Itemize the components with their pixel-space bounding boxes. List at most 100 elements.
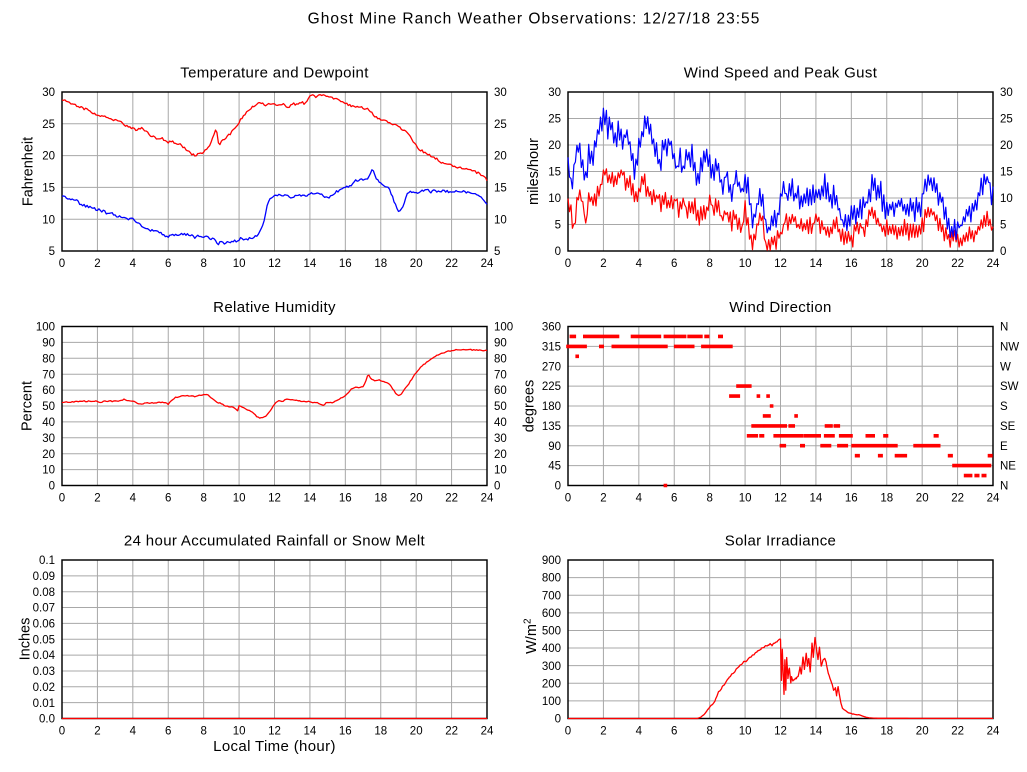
- svg-text:10: 10: [494, 465, 507, 477]
- svg-text:12: 12: [774, 493, 787, 505]
- svg-text:0: 0: [59, 493, 65, 505]
- svg-text:Wind Direction: Wind Direction: [729, 299, 831, 316]
- svg-text:2: 2: [94, 258, 100, 270]
- svg-text:10: 10: [739, 493, 752, 505]
- svg-text:18: 18: [374, 493, 387, 505]
- svg-text:24: 24: [987, 726, 1000, 738]
- svg-text:24 hour Accumulated Rainfall o: 24 hour Accumulated Rainfall or Snow Mel…: [124, 533, 426, 550]
- svg-text:4: 4: [636, 493, 643, 505]
- svg-text:0.05: 0.05: [33, 634, 55, 646]
- svg-text:10: 10: [739, 726, 752, 738]
- svg-text:270: 270: [542, 361, 561, 373]
- svg-text:6: 6: [671, 258, 677, 270]
- svg-text:6: 6: [165, 726, 171, 738]
- svg-text:5: 5: [1000, 220, 1006, 232]
- svg-text:18: 18: [374, 726, 387, 738]
- svg-text:6: 6: [165, 258, 171, 270]
- svg-text:12: 12: [268, 493, 281, 505]
- svg-text:20: 20: [494, 151, 507, 163]
- svg-text:Wind Speed and Peak Gust: Wind Speed and Peak Gust: [684, 65, 878, 82]
- svg-text:8: 8: [706, 726, 712, 738]
- svg-text:25: 25: [42, 119, 55, 131]
- svg-text:Relative Humidity: Relative Humidity: [213, 299, 336, 316]
- svg-text:90: 90: [548, 441, 561, 453]
- svg-text:15: 15: [494, 183, 507, 195]
- svg-text:60: 60: [42, 385, 55, 397]
- svg-text:30: 30: [494, 433, 507, 445]
- svg-text:700: 700: [542, 590, 561, 602]
- svg-text:20: 20: [410, 493, 423, 505]
- svg-text:4: 4: [636, 726, 643, 738]
- svg-text:8: 8: [200, 726, 206, 738]
- svg-text:4: 4: [636, 258, 643, 270]
- svg-text:0: 0: [565, 726, 571, 738]
- svg-text:Ghost Mine Ranch Weather Obser: Ghost Mine Ranch Weather Observations: 1…: [308, 11, 761, 28]
- svg-text:2: 2: [600, 258, 606, 270]
- svg-text:45: 45: [548, 461, 561, 473]
- svg-text:50: 50: [42, 401, 55, 413]
- svg-text:0.04: 0.04: [33, 650, 56, 662]
- svg-text:0.08: 0.08: [33, 587, 55, 599]
- svg-text:14: 14: [810, 493, 823, 505]
- svg-text:S: S: [1000, 401, 1008, 413]
- svg-text:8: 8: [706, 493, 712, 505]
- svg-text:W/m: W/m: [524, 624, 540, 654]
- svg-text:30: 30: [548, 87, 561, 99]
- svg-text:12: 12: [774, 258, 787, 270]
- svg-text:2: 2: [94, 493, 100, 505]
- svg-text:10: 10: [42, 214, 55, 226]
- svg-text:Inches: Inches: [18, 618, 34, 661]
- svg-text:20: 20: [1000, 140, 1013, 152]
- svg-text:70: 70: [494, 369, 507, 381]
- svg-text:0: 0: [494, 481, 500, 493]
- svg-text:15: 15: [548, 167, 561, 179]
- svg-text:24: 24: [987, 493, 1000, 505]
- svg-text:90: 90: [42, 338, 55, 350]
- svg-text:10: 10: [42, 465, 55, 477]
- svg-text:30: 30: [1000, 87, 1013, 99]
- svg-text:0: 0: [555, 246, 561, 258]
- svg-text:16: 16: [845, 258, 858, 270]
- svg-text:900: 900: [542, 555, 561, 567]
- svg-text:NE: NE: [1000, 461, 1016, 473]
- svg-text:300: 300: [542, 661, 561, 673]
- svg-text:15: 15: [42, 183, 55, 195]
- svg-text:12: 12: [268, 726, 281, 738]
- svg-text:0: 0: [49, 481, 55, 493]
- svg-text:16: 16: [339, 726, 352, 738]
- svg-text:24: 24: [987, 258, 1000, 270]
- svg-text:180: 180: [542, 401, 561, 413]
- svg-text:10: 10: [233, 726, 246, 738]
- svg-text:Fahrenheit: Fahrenheit: [21, 137, 37, 206]
- svg-text:5: 5: [494, 246, 500, 258]
- svg-text:25: 25: [1000, 114, 1013, 126]
- svg-text:22: 22: [951, 258, 964, 270]
- svg-text:100: 100: [494, 322, 513, 334]
- svg-text:25: 25: [494, 119, 507, 131]
- svg-text:225: 225: [542, 381, 561, 393]
- svg-text:20: 20: [410, 726, 423, 738]
- svg-text:16: 16: [845, 726, 858, 738]
- svg-text:18: 18: [880, 726, 893, 738]
- svg-text:5: 5: [49, 246, 55, 258]
- svg-text:Temperature and Dewpoint: Temperature and Dewpoint: [180, 65, 369, 82]
- svg-text:22: 22: [445, 493, 458, 505]
- svg-text:315: 315: [542, 342, 561, 354]
- svg-text:20: 20: [548, 140, 561, 152]
- svg-text:50: 50: [494, 401, 507, 413]
- svg-text:6: 6: [671, 493, 677, 505]
- svg-text:135: 135: [542, 421, 561, 433]
- svg-text:4: 4: [130, 258, 137, 270]
- svg-text:10: 10: [739, 258, 752, 270]
- svg-text:30: 30: [494, 87, 507, 99]
- svg-text:6: 6: [165, 493, 171, 505]
- svg-text:22: 22: [445, 258, 458, 270]
- svg-text:100: 100: [542, 696, 561, 708]
- svg-text:12: 12: [774, 726, 787, 738]
- svg-text:4: 4: [130, 493, 137, 505]
- svg-text:40: 40: [42, 417, 55, 429]
- svg-text:10: 10: [548, 193, 561, 205]
- svg-text:16: 16: [339, 258, 352, 270]
- svg-text:22: 22: [951, 726, 964, 738]
- svg-text:0.03: 0.03: [33, 666, 55, 678]
